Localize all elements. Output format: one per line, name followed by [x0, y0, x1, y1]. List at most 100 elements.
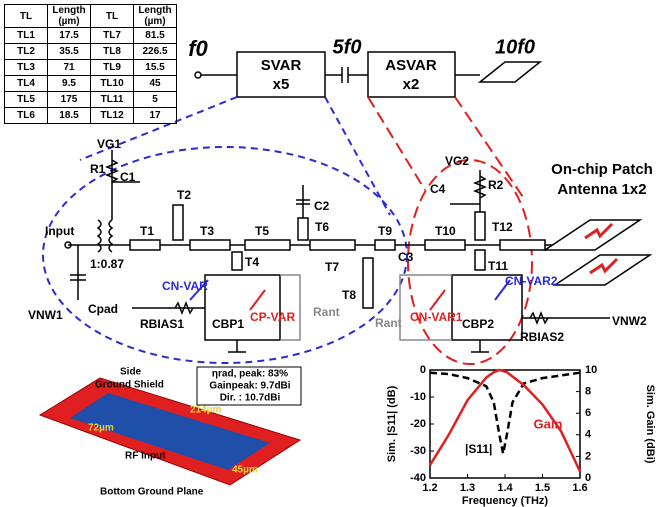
component-label: VNW2: [612, 314, 647, 328]
component-label: T2: [177, 188, 191, 202]
antenna-title: Antenna 1x2: [557, 181, 646, 198]
patch-icon: [545, 220, 640, 250]
cell: TL10: [91, 76, 134, 92]
x-axis-label: Frequency (THz): [462, 495, 549, 507]
cell: 71: [48, 60, 91, 76]
component-label: T5: [255, 224, 269, 238]
y2-tick-label: 8: [585, 386, 591, 398]
component-label: RBIAS2: [520, 330, 564, 344]
asvar-region: [408, 160, 532, 364]
cell: 45: [134, 76, 177, 92]
component-label: CN-VAR1: [410, 310, 463, 324]
cell: 81.5: [134, 28, 177, 44]
cell: TL8: [91, 44, 134, 60]
component-label: T9: [378, 224, 392, 238]
table-row: TL235.5TL8226.5: [5, 44, 177, 60]
cell: TL6: [5, 108, 48, 124]
cell: 226.5: [134, 44, 177, 60]
frequency-label: f0: [188, 36, 208, 61]
metric: Dir. : 10.7dBi: [220, 393, 281, 404]
y-tick-label: 0: [420, 364, 426, 376]
frequency-label: 5f0: [333, 36, 362, 58]
y2-tick-label: 4: [585, 429, 592, 441]
cell: TL11: [91, 92, 134, 108]
y-tick-label: -20: [410, 418, 426, 430]
inset-label: 214µm: [190, 405, 221, 416]
cell: 15.5: [134, 60, 177, 76]
block-label: x5: [273, 76, 290, 93]
rant-wire: [400, 275, 452, 340]
component-label: T10: [435, 224, 456, 238]
component-label: R2: [488, 178, 504, 192]
cell: TL5: [5, 92, 48, 108]
cell: TL1: [5, 28, 48, 44]
header-cell: Length (µm): [134, 5, 177, 28]
y2-tick-label: 2: [585, 450, 591, 462]
cell: 17.5: [48, 28, 91, 44]
component-label: Cpad: [88, 302, 118, 316]
header-cell: TL: [5, 5, 48, 28]
component-label: CBP2: [462, 317, 494, 331]
block-label: x2: [403, 76, 420, 93]
y2-tick-label: 10: [585, 364, 597, 376]
series-line: [430, 373, 580, 454]
inset-label: 72µm: [88, 423, 114, 434]
varactor: [250, 290, 265, 310]
zoom-line: [325, 97, 390, 215]
series-annotation: |S11|: [465, 442, 492, 456]
component-label: C4: [430, 182, 446, 196]
component-label: T4: [245, 255, 259, 269]
cell: 17: [134, 108, 177, 124]
component-label: CN-VAR: [162, 279, 208, 293]
component-label: CBP1: [212, 317, 244, 331]
y2-axis-label: Sim. Gain (dBi): [644, 385, 656, 464]
component-label: RBIAS1: [140, 317, 184, 331]
x-tick-label: 1.4: [497, 482, 513, 494]
component-label: 1:0.87: [90, 257, 124, 271]
y-tick-label: -40: [410, 472, 426, 484]
x-tick-label: 1.5: [535, 482, 550, 494]
frequency-label: 10f0: [495, 36, 535, 58]
cell: TL3: [5, 60, 48, 76]
inset-label: 45µm: [232, 465, 258, 476]
y2-tick-label: 6: [585, 407, 591, 419]
component-label: VG1: [97, 137, 121, 151]
x-tick-label: 1.3: [460, 482, 475, 494]
component-label: VNW1: [28, 308, 63, 322]
y-tick-label: -10: [410, 391, 426, 403]
y2-tick-label: 0: [585, 472, 591, 484]
cell: TL9: [91, 60, 134, 76]
cell: 35.5: [48, 44, 91, 60]
y-tick-label: -30: [410, 445, 426, 457]
component-label: Rant: [375, 316, 402, 330]
component-label: CP-VAR: [250, 310, 295, 324]
component-label: C2: [314, 199, 330, 213]
antenna-title: On-chip Patch: [551, 161, 653, 178]
component-label: T8: [342, 288, 356, 302]
component-label: T6: [315, 220, 329, 234]
cell: 175: [48, 92, 91, 108]
block-label: ASVAR: [385, 57, 437, 74]
patch-icon: [480, 62, 540, 82]
inset-label: Bottom Ground Plane: [100, 487, 204, 498]
component-label: T1: [140, 224, 154, 238]
cell: TL2: [5, 44, 48, 60]
component-label: CN-VAR2: [505, 274, 558, 288]
cell: TL12: [91, 108, 134, 124]
cell: TL4: [5, 76, 48, 92]
component-label: Rant: [313, 305, 340, 319]
cell: TL7: [91, 28, 134, 44]
varactor: [430, 290, 445, 310]
tl-table: TLLength (µm)TLLength (µm) TL117.5TL781.…: [4, 4, 177, 124]
block-label: SVAR: [261, 57, 302, 74]
inset-label: Ground Shield: [95, 380, 164, 391]
component-label: Input: [45, 224, 74, 238]
component-label: C1: [120, 170, 136, 184]
rant-wire: [280, 275, 300, 340]
zoom-line: [368, 97, 425, 190]
component-label: R1: [90, 162, 106, 176]
series-annotation: Gain: [534, 416, 563, 431]
